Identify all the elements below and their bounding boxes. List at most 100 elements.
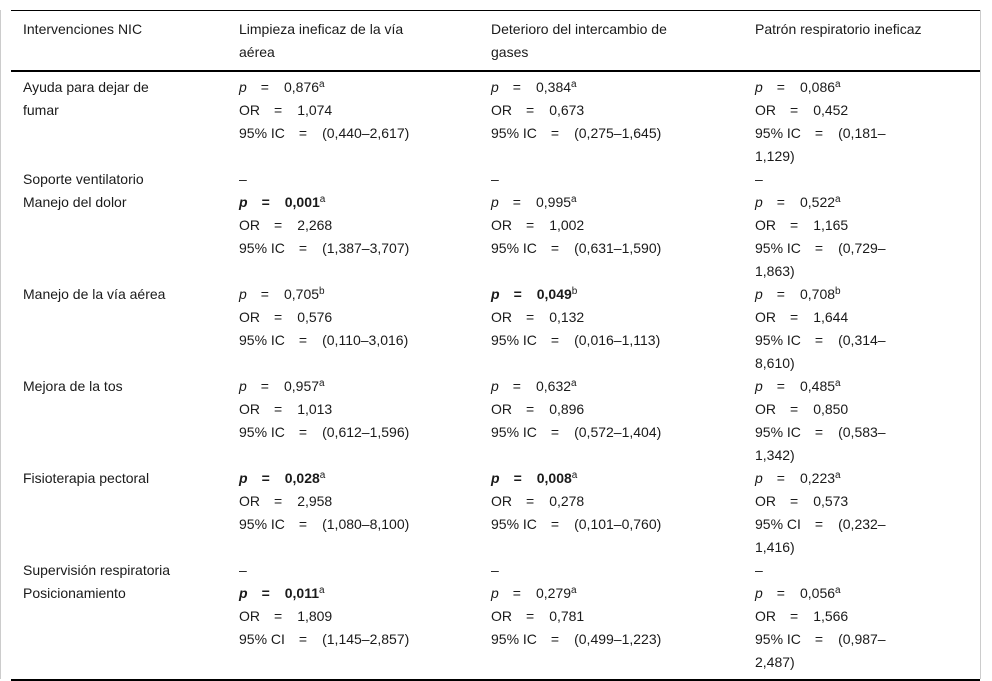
intervention-label: Posicionamiento	[23, 585, 126, 601]
superscript-marker: a	[571, 470, 578, 481]
superscript-marker: a	[319, 470, 326, 481]
column-header-limpieza-ineficaz: Limpieza ineficaz de la vía aérea	[239, 10, 491, 72]
stat-value: 2,268	[297, 217, 333, 233]
equals-sign: =	[526, 401, 535, 417]
stat-line: p = 0,086a	[755, 76, 980, 99]
stats-cell: p = 0,086a OR = 0,452 95% IC = (0,181– 1,129)	[755, 71, 980, 168]
superscript-marker: a	[571, 378, 577, 389]
superscript-marker: a	[571, 194, 577, 205]
intervention-cell: Manejo del dolor	[11, 191, 239, 283]
no-data-dash: –	[239, 171, 247, 187]
stat-value: (1,080–8,100)	[322, 516, 410, 532]
stats-cell: p = 0,995a OR = 1,002 95% IC = (0,631–1,590)	[491, 191, 755, 283]
stats-cell: –	[755, 559, 980, 582]
superscript-marker: a	[319, 194, 326, 205]
stats-cell: p = 0,522a OR = 1,165 95% IC = (0,729– 1,863)	[755, 191, 980, 283]
stat-value: 0,632a	[535, 378, 577, 394]
equals-sign: =	[790, 608, 799, 624]
stat-label: 95% IC	[239, 424, 285, 440]
stat-label: 95% IC	[491, 424, 537, 440]
equals-sign: =	[814, 240, 824, 256]
stat-line: OR = 0,781	[491, 605, 755, 628]
stat-label: 95% CI	[755, 516, 801, 532]
stat-line: –	[239, 168, 491, 191]
stat-label: p	[239, 378, 247, 394]
stat-line: 95% IC = (0,987– 2,487)	[755, 628, 980, 674]
table-row: Ayuda para dejar de fumar p = 0,876a OR = 1,07…	[11, 71, 980, 168]
stat-line: OR = 0,576	[239, 306, 491, 329]
stat-value: (0,314– 8,610)	[755, 332, 886, 371]
equals-sign: =	[550, 516, 560, 532]
equals-sign: =	[790, 309, 799, 325]
stat-value: (0,101–0,760)	[574, 516, 662, 532]
stat-line: p = 0,049b	[491, 283, 755, 306]
equals-sign: =	[513, 470, 522, 486]
stat-label: OR	[491, 401, 512, 417]
equals-sign: =	[274, 493, 283, 509]
stat-value: (0,729– 1,863)	[755, 240, 886, 279]
stat-label: OR	[491, 309, 512, 325]
stat-label: OR	[755, 102, 776, 118]
stat-value: 0,011a	[284, 585, 325, 601]
stat-line: OR = 0,896	[491, 398, 755, 421]
stat-label: OR	[755, 608, 776, 624]
stat-label: 95% IC	[755, 631, 801, 647]
equals-sign: =	[790, 493, 799, 509]
stat-value: 0,132	[549, 309, 585, 325]
stats-cell: p = 0,011a OR = 1,809 95% CI = (1,145–2,857)	[239, 582, 491, 680]
equals-sign: =	[261, 470, 270, 486]
stat-value: (0,631–1,590)	[574, 240, 662, 256]
stat-line: 95% IC = (0,729– 1,863)	[755, 237, 980, 283]
stat-line: p = 0,008a	[491, 467, 755, 490]
equals-sign: =	[512, 79, 521, 95]
stats-cell: p = 0,485a OR = 0,850 95% IC = (0,583– 1,342)	[755, 375, 980, 467]
equals-sign: =	[274, 608, 283, 624]
equals-sign: =	[526, 493, 535, 509]
stat-value: (0,016–1,113)	[574, 332, 661, 348]
stat-value: 1,002	[549, 217, 585, 233]
stat-label: 95% IC	[755, 240, 801, 256]
column-header-label: Limpieza ineficaz de la vía aérea	[239, 21, 404, 60]
stat-label: OR	[239, 493, 260, 509]
stat-label: OR	[755, 217, 776, 233]
stat-label: 95% IC	[755, 424, 801, 440]
stat-line: 95% IC = (0,314– 8,610)	[755, 329, 980, 375]
stats-cell: p = 0,632a OR = 0,896 95% IC = (0,572–1,404)	[491, 375, 755, 467]
equals-sign: =	[274, 401, 283, 417]
table-row: Manejo del dolor p = 0,001a OR = 2,268 95% IC =(…	[11, 191, 980, 283]
nic-interventions-table: Intervenciones NIC Limpieza ineficaz de …	[11, 10, 980, 681]
equals-sign: =	[814, 516, 824, 532]
superscript-marker: b	[835, 286, 841, 297]
stat-line: 95% IC = (0,181– 1,129)	[755, 122, 980, 168]
stat-line: OR = 0,850	[755, 398, 980, 421]
stat-line: 95% CI = (1,145–2,857)	[239, 628, 491, 651]
equals-sign: =	[298, 631, 308, 647]
no-data-dash: –	[755, 171, 763, 187]
stat-value: (1,145–2,857)	[322, 631, 410, 647]
no-data-dash: –	[755, 562, 763, 578]
stat-line: OR = 1,566	[755, 605, 980, 628]
stat-label: OR	[755, 401, 776, 417]
stat-line: OR = 0,673	[491, 99, 755, 122]
stat-value: 0,850	[813, 401, 849, 417]
equals-sign: =	[261, 194, 270, 210]
stat-value: (0,110–3,016)	[322, 332, 409, 348]
stat-value: 1,165	[813, 217, 849, 233]
equals-sign: =	[526, 608, 535, 624]
stat-label: OR	[491, 493, 512, 509]
stat-line: OR = 1,644	[755, 306, 980, 329]
equals-sign: =	[298, 332, 308, 348]
stat-value: 0,705b	[283, 286, 325, 302]
stat-line: 95% CI = (0,232– 1,416)	[755, 513, 980, 559]
stat-line: 95% IC = (0,572–1,404)	[491, 421, 755, 444]
equals-sign: =	[526, 102, 535, 118]
stat-line: p = 0,279a	[491, 582, 755, 605]
stat-line: OR = 0,278	[491, 490, 755, 513]
stat-line: p = 0,384a	[491, 76, 755, 99]
stat-value: 1,013	[297, 401, 333, 417]
stat-line: OR = 1,002	[491, 214, 755, 237]
stat-label: p	[491, 79, 499, 95]
equals-sign: =	[814, 424, 824, 440]
stat-line: p = 0,223a	[755, 467, 980, 490]
stats-cell: p = 0,008a OR = 0,278 95% IC = (0,101–0,760)	[491, 467, 755, 559]
